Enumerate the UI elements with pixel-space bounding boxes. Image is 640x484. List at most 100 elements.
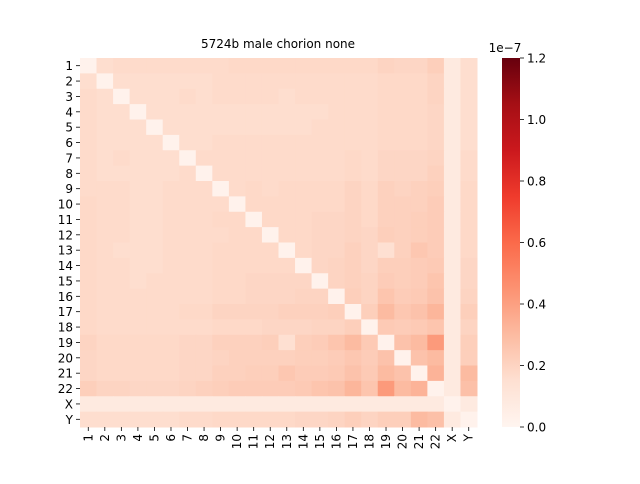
heatmap-cell [278,273,296,290]
heatmap-cell [245,242,263,259]
heatmap-cell [394,380,412,397]
x-tick-label: 20 [396,434,410,449]
heatmap-cell [179,73,197,90]
heatmap-cell [443,196,461,213]
heatmap-cell [80,242,98,259]
heatmap-cell [410,319,428,336]
x-tick-label: 18 [362,434,376,449]
heatmap-cell [245,165,263,182]
heatmap-cell [195,304,213,320]
heatmap-cell [361,257,379,274]
heatmap-cell [179,227,197,244]
heatmap-cell [460,304,478,320]
heatmap-cell [361,304,379,320]
x-tick-label: 6 [164,434,178,442]
y-tick-label: 18 [58,321,73,335]
heatmap-cell [443,319,461,336]
heatmap-cell [394,165,412,182]
heatmap-cell [328,304,346,320]
heatmap-cell [344,134,362,151]
heatmap-cell [162,350,180,367]
heatmap-cell [212,181,230,197]
heatmap-cell [212,88,230,105]
heatmap-cell [113,319,131,336]
heatmap-cell [377,350,395,367]
heatmap-cell [344,334,362,351]
heatmap-cell [261,242,279,259]
heatmap-cell [162,319,180,336]
heatmap-cell [427,134,445,151]
heatmap-cell [278,350,296,367]
heatmap-cell [245,304,263,320]
heatmap-cell [295,396,313,413]
heatmap-cell [129,196,147,213]
heatmap-cell [328,227,346,244]
heatmap-cell [311,58,329,74]
heatmap-cell [146,242,164,259]
heatmap-cell [344,73,362,90]
heatmap-cell [394,104,412,121]
heatmap-cell [361,273,379,290]
heatmap-cell [278,150,296,167]
heatmap-cell [162,165,180,182]
heatmap-cell [295,365,313,382]
heatmap-cell [377,88,395,105]
heatmap-cell [179,350,197,367]
x-tick-label: X [445,434,459,442]
heatmap-cell [278,119,296,136]
heatmap-cell [443,304,461,320]
x-tick-label: 21 [412,434,426,449]
heatmap-cell [179,334,197,351]
heatmap-cell [228,181,246,197]
heatmap-cell [261,104,279,121]
heatmap-cell [460,396,478,413]
heatmap-cell [361,211,379,228]
heatmap-cell [394,227,412,244]
heatmap-cell [427,73,445,90]
heatmap-cell [278,411,296,428]
heatmap-cell [328,88,346,105]
heatmap-cell [278,88,296,105]
heatmap-cell [295,304,313,320]
heatmap-cell [427,411,445,428]
heatmap-cell [278,257,296,274]
heatmap-cell [212,150,230,167]
colorbar-tick-label: 0.8 [527,175,546,189]
heatmap-cell [443,227,461,244]
heatmap-cell [361,165,379,182]
heatmap-cell [129,211,147,228]
heatmap-cell [179,304,197,320]
heatmap-cell [344,227,362,244]
heatmap-cell [228,380,246,397]
heatmap-cell [278,104,296,121]
y-tick-label: 12 [58,228,73,242]
heatmap-cell [460,88,478,105]
heatmap-cell [261,273,279,290]
heatmap-cell [278,365,296,382]
heatmap-cell [80,288,98,305]
heatmap-cell [328,411,346,428]
heatmap-cell [228,58,246,74]
heatmap-cell [344,196,362,213]
heatmap-cell [410,134,428,151]
heatmap-cell [443,58,461,74]
heatmap-cell [80,257,98,274]
heatmap-cell [80,104,98,121]
x-tick-label: 15 [313,434,327,449]
heatmap-cell [295,58,313,74]
heatmap-cell [113,273,131,290]
heatmap-cell [410,58,428,74]
heatmap-cell [278,73,296,90]
heatmap-cell [212,334,230,351]
heatmap-cell [162,150,180,167]
heatmap-cell [261,396,279,413]
heatmap-cell [245,350,263,367]
heatmap-cell [245,227,263,244]
heatmap-cell [377,365,395,382]
heatmap-cell [295,334,313,351]
heatmap-cell [311,288,329,305]
heatmap-cell [195,196,213,213]
y-tick-label: 22 [58,382,73,396]
heatmap-cell [195,227,213,244]
